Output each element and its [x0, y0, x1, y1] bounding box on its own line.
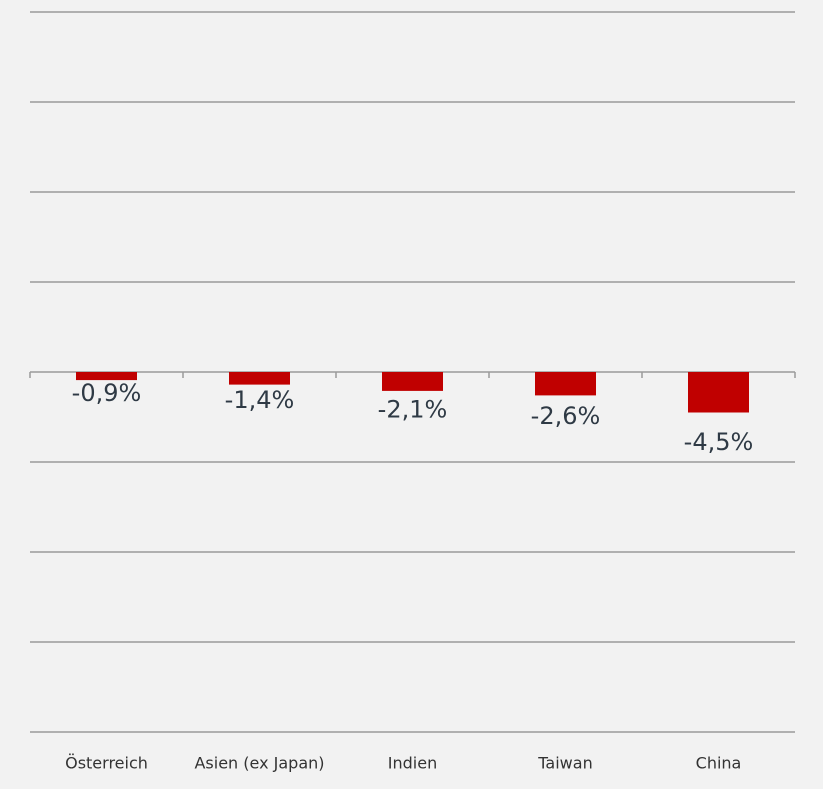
data-label: -4,5% [684, 428, 754, 456]
bar [535, 372, 596, 396]
x-tick-label: China [696, 754, 742, 773]
bar [229, 372, 290, 385]
data-label: -0,9% [72, 379, 142, 407]
data-label: -1,4% [225, 386, 295, 414]
bar [76, 372, 137, 381]
data-label: -2,1% [378, 395, 448, 423]
x-tick-label: Indien [388, 754, 437, 773]
x-tick-label: Taiwan [537, 754, 592, 773]
bar [382, 372, 443, 391]
data-label: -2,6% [531, 402, 601, 430]
bar [688, 372, 749, 413]
x-tick-label: Österreich [65, 754, 148, 773]
x-tick-label: Asien (ex Japan) [194, 754, 324, 773]
